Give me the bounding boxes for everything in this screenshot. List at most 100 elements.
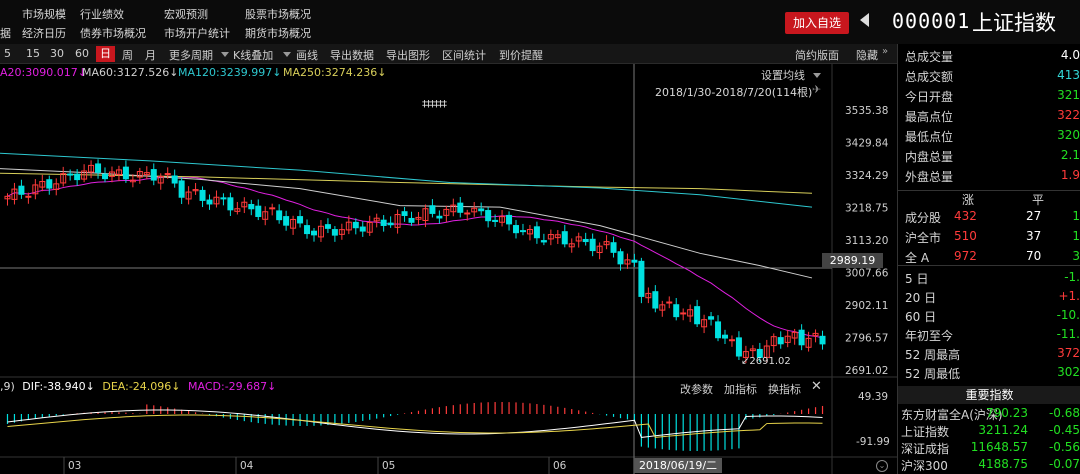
menu-market-scale[interactable]: 市场规模 — [22, 8, 66, 21]
period-60min[interactable]: 60 — [75, 47, 89, 60]
candle-body — [373, 217, 380, 222]
candle-body — [680, 312, 687, 315]
candle-body — [290, 218, 297, 229]
menu-account-stats[interactable]: 市场开户统计 — [164, 27, 230, 40]
menu-econ-calendar[interactable]: 经济日历 — [22, 27, 66, 40]
ma-settings-button[interactable]: 设置均线 — [761, 69, 805, 82]
index-name[interactable]: 深证成指 — [901, 442, 950, 456]
candle-body — [513, 225, 520, 234]
price-alert-button[interactable]: 到价提醒 — [499, 49, 543, 62]
candle-body — [67, 173, 74, 176]
event-marker[interactable]: ‡‡‡‡‡‡ — [422, 99, 447, 110]
menu-industry-perf[interactable]: 行业绩效 — [80, 8, 124, 21]
add-to-watchlist-button[interactable]: 加入自选 — [785, 12, 849, 34]
menu-macro-forecast[interactable]: 宏观预测 — [164, 8, 208, 21]
candle-body — [547, 234, 554, 240]
chevron-down-icon[interactable] — [283, 52, 291, 57]
macd-legend: ,9) DIF:-38.940↓ DEA:-24.096↓ MACD:-29.6… — [0, 380, 277, 393]
stock-code: 000001 — [892, 9, 971, 33]
index-name[interactable]: 沪深300 — [901, 459, 948, 473]
hide-button[interactable]: 隐藏 — [856, 49, 878, 62]
kline-chart[interactable]: 3535.38 3429.84 3324.29 3218.75 3113.20 3007.… — [0, 64, 897, 474]
breadth-flat: 27 — [1026, 209, 1042, 223]
candle-body — [366, 221, 373, 233]
index-change: -0.07 — [1048, 457, 1080, 471]
simple-layout-button[interactable]: 简约版面 — [795, 49, 839, 62]
period-month[interactable]: 月 — [145, 49, 156, 62]
menu-data[interactable]: 据 — [0, 27, 11, 40]
stat-label: 总成交量 — [905, 50, 954, 64]
candle-body — [728, 339, 735, 342]
breadth-label: 成分股 — [905, 211, 942, 225]
period-5min[interactable]: 5 — [4, 47, 11, 60]
candle-body — [213, 196, 220, 205]
export-data-button[interactable]: 导出数据 — [330, 49, 374, 62]
candle-body — [436, 215, 443, 219]
candle-body — [645, 292, 652, 299]
candle-body — [687, 309, 694, 317]
perf-label: 52 周最高 — [905, 348, 961, 362]
candle-body — [659, 304, 666, 311]
y-tick-label: 3324.29 — [845, 170, 888, 182]
candle-body — [122, 166, 129, 180]
breadth-down: 1 — [1072, 229, 1080, 243]
range-stats-button[interactable]: 区间统计 — [442, 49, 486, 62]
period-30min[interactable]: 30 — [50, 47, 64, 60]
candle-body — [749, 348, 756, 352]
perf-value: -11. — [1056, 327, 1080, 341]
period-day[interactable]: 日 — [96, 46, 115, 62]
export-image-button[interactable]: 导出图形 — [386, 49, 430, 62]
chevron-down-icon[interactable] — [221, 52, 229, 57]
candle-body — [206, 199, 213, 205]
candle-body — [617, 251, 624, 265]
candle-body — [756, 348, 763, 358]
more-periods-dropdown[interactable]: 更多周期 — [169, 49, 213, 62]
candle-body — [136, 171, 143, 178]
candle-body — [150, 169, 157, 181]
back-arrow-icon[interactable] — [860, 13, 869, 27]
stat-value: 2.1 — [1060, 148, 1080, 162]
perf-value: +1. — [1058, 289, 1080, 303]
change-params-button[interactable]: 改参数 — [680, 383, 713, 396]
stat-label: 最低点位 — [905, 130, 954, 144]
candle-body — [248, 204, 255, 210]
chart-toolbar: 5 15 30 60 日 周 月 更多周期 K线叠加 画线 导出数据 导出图形 … — [0, 44, 897, 64]
candle-body — [352, 221, 359, 229]
stat-label: 外盘总量 — [905, 170, 954, 184]
period-15min[interactable]: 15 — [26, 47, 40, 60]
close-icon[interactable]: ✕ — [811, 379, 822, 394]
candle-body — [297, 216, 304, 224]
menu-futures-overview[interactable]: 期货市场概况 — [245, 27, 311, 40]
macd-y-bottom: -91.99 — [856, 436, 890, 448]
stat-label: 最高点位 — [905, 110, 954, 124]
y-tick-label: 2902.11 — [845, 300, 888, 312]
candle-body — [450, 204, 457, 213]
candle-body — [39, 181, 46, 188]
candle-body — [324, 224, 331, 229]
candle-body — [770, 336, 777, 347]
breadth-label: 沪全市 — [905, 231, 942, 245]
index-price: 11648.57 — [970, 440, 1028, 454]
chevron-down-icon[interactable] — [813, 73, 821, 78]
add-indicator-button[interactable]: 加指标 — [724, 383, 757, 396]
candle-body — [464, 212, 471, 215]
draw-line-button[interactable]: 画线 — [296, 49, 318, 62]
scroll-down-icon[interactable]: ⌄ — [876, 460, 888, 472]
ma120-legend: MA120:3239.997↓ — [178, 66, 282, 79]
menu-stock-overview[interactable]: 股票市场概况 — [245, 8, 311, 21]
pin-icon[interactable]: ✈ — [812, 83, 822, 96]
candle-body — [380, 219, 387, 226]
candle-body — [32, 184, 39, 195]
menu-bond-overview[interactable]: 债券市场概况 — [80, 27, 146, 40]
index-name[interactable]: 上证指数 — [901, 425, 950, 439]
ma20-line — [7, 175, 823, 339]
double-chevron-icon[interactable]: » — [882, 46, 889, 57]
k-overlay-dropdown[interactable]: K线叠加 — [233, 49, 274, 62]
candle-body — [241, 201, 248, 208]
candle-body — [819, 335, 826, 345]
period-week[interactable]: 周 — [122, 49, 133, 62]
candle-body — [4, 195, 11, 200]
index-name[interactable]: 东方财富全A(沪深) — [901, 408, 1003, 422]
ma60-line — [0, 168, 813, 279]
switch-indicator-button[interactable]: 换指标 — [768, 383, 801, 396]
